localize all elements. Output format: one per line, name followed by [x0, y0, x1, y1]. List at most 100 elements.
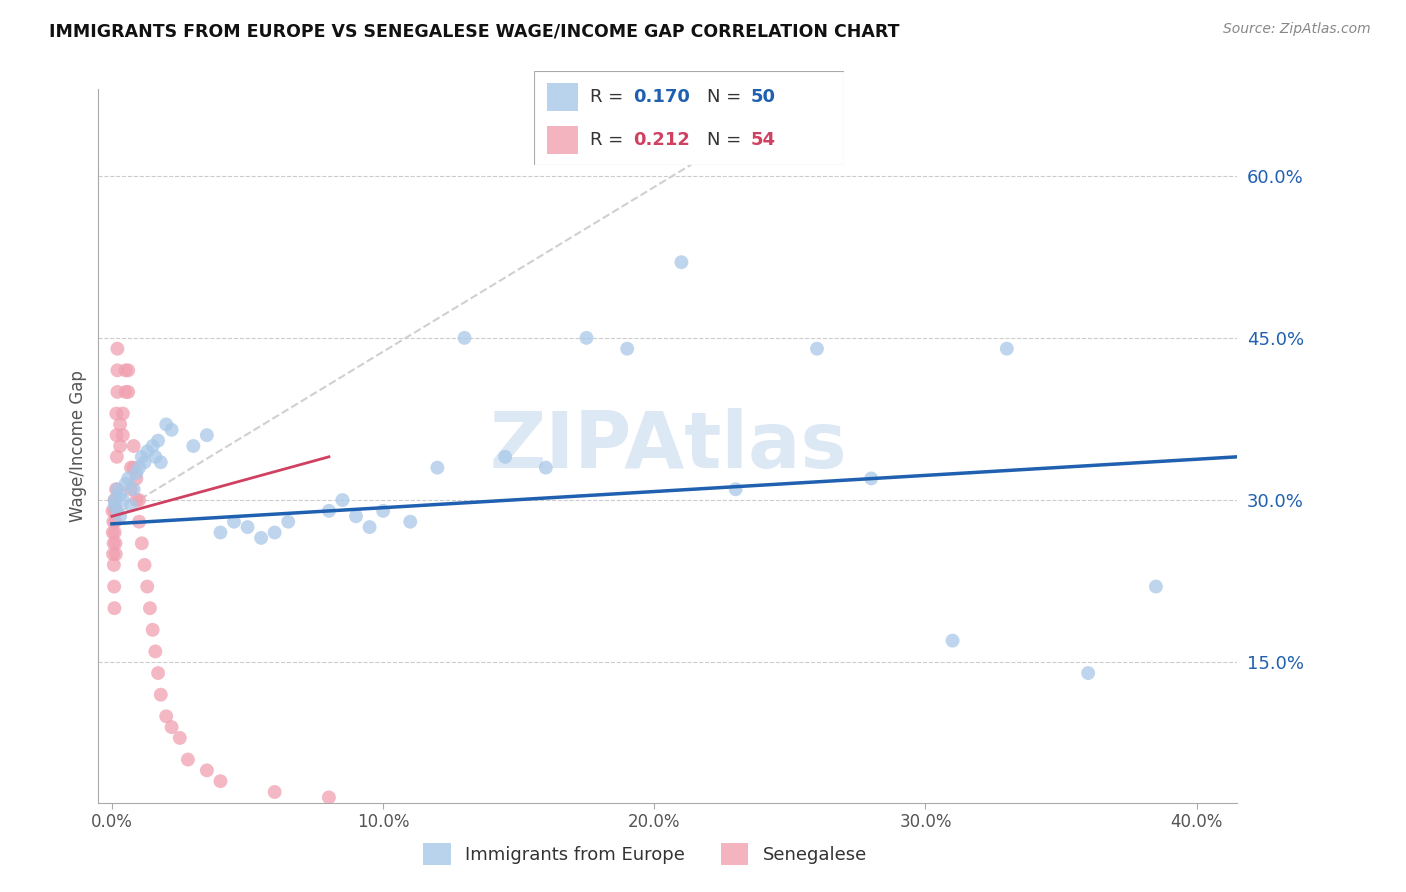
Point: [107, 504, 129, 518]
Point: [169, 731, 191, 745]
Point: [131, 450, 153, 464]
Text: N =: N =: [707, 87, 748, 105]
Point: [105, 450, 128, 464]
Point: [183, 439, 205, 453]
Text: 0.212: 0.212: [633, 131, 690, 149]
Point: [101, 525, 124, 540]
Text: IMMIGRANTS FROM EUROPE VS SENEGALESE WAGE/INCOME GAP CORRELATION CHART: IMMIGRANTS FROM EUROPE VS SENEGALESE WAG…: [49, 22, 900, 40]
Point: [103, 601, 125, 615]
Point: [142, 623, 165, 637]
Point: [371, 504, 394, 518]
Point: [117, 384, 139, 399]
Point: [1144, 580, 1167, 594]
Point: [209, 774, 232, 789]
Point: [131, 536, 153, 550]
Bar: [547, 126, 578, 153]
Point: [107, 384, 129, 399]
Point: [103, 515, 125, 529]
Point: [671, 255, 693, 269]
Point: [101, 504, 124, 518]
Point: [494, 450, 516, 464]
Text: Source: ZipAtlas.com: Source: ZipAtlas.com: [1223, 22, 1371, 37]
Point: [724, 482, 747, 496]
Point: [399, 515, 422, 529]
Point: [139, 601, 162, 615]
Point: [177, 753, 200, 767]
Point: [105, 482, 128, 496]
Point: [103, 536, 125, 550]
Point: [359, 520, 381, 534]
Point: [806, 342, 828, 356]
Point: [120, 460, 142, 475]
Point: [134, 558, 156, 572]
Point: [103, 580, 125, 594]
Point: [145, 644, 167, 658]
Point: [114, 476, 136, 491]
Point: [125, 493, 148, 508]
Point: [250, 531, 273, 545]
Y-axis label: Wage/Income Gap: Wage/Income Gap: [69, 370, 87, 522]
Point: [122, 439, 145, 453]
Point: [125, 466, 148, 480]
Point: [149, 455, 172, 469]
Bar: [547, 83, 578, 111]
Text: ZIPAtlas: ZIPAtlas: [489, 408, 846, 484]
Point: [103, 558, 125, 572]
Point: [318, 790, 340, 805]
Point: [134, 455, 156, 469]
Point: [534, 460, 557, 475]
Point: [426, 460, 449, 475]
Point: [128, 515, 150, 529]
Point: [146, 434, 169, 448]
Point: [114, 363, 136, 377]
Point: [128, 493, 150, 508]
Point: [128, 460, 150, 475]
Point: [995, 342, 1018, 356]
Point: [1077, 666, 1099, 681]
Point: [145, 450, 167, 464]
Point: [120, 482, 142, 496]
Text: N =: N =: [707, 131, 748, 149]
Point: [125, 471, 148, 485]
Point: [616, 342, 638, 356]
Point: [155, 709, 177, 723]
Text: 54: 54: [751, 131, 776, 149]
Point: [104, 515, 127, 529]
Point: [111, 428, 134, 442]
Point: [155, 417, 177, 432]
Point: [942, 633, 965, 648]
Point: [136, 444, 159, 458]
Point: [108, 488, 131, 502]
Point: [160, 423, 183, 437]
Point: [149, 688, 172, 702]
Point: [105, 407, 128, 421]
Point: [344, 509, 367, 524]
Point: [122, 460, 145, 475]
Point: [222, 515, 245, 529]
Point: [195, 428, 218, 442]
Point: [117, 363, 139, 377]
Point: [107, 363, 129, 377]
Point: [142, 439, 165, 453]
Point: [105, 504, 128, 518]
Point: [236, 520, 259, 534]
Point: [101, 547, 124, 561]
Point: [104, 504, 127, 518]
Point: [120, 499, 142, 513]
Point: [860, 471, 883, 485]
Point: [105, 428, 128, 442]
FancyBboxPatch shape: [534, 71, 844, 165]
Point: [104, 536, 127, 550]
Point: [104, 493, 127, 508]
Text: R =: R =: [591, 131, 628, 149]
Point: [453, 331, 475, 345]
Point: [104, 547, 127, 561]
Point: [104, 493, 127, 508]
Point: [195, 764, 218, 778]
Point: [122, 482, 145, 496]
Point: [318, 504, 340, 518]
Point: [136, 580, 159, 594]
Point: [108, 509, 131, 524]
Point: [107, 482, 129, 496]
Point: [107, 342, 129, 356]
